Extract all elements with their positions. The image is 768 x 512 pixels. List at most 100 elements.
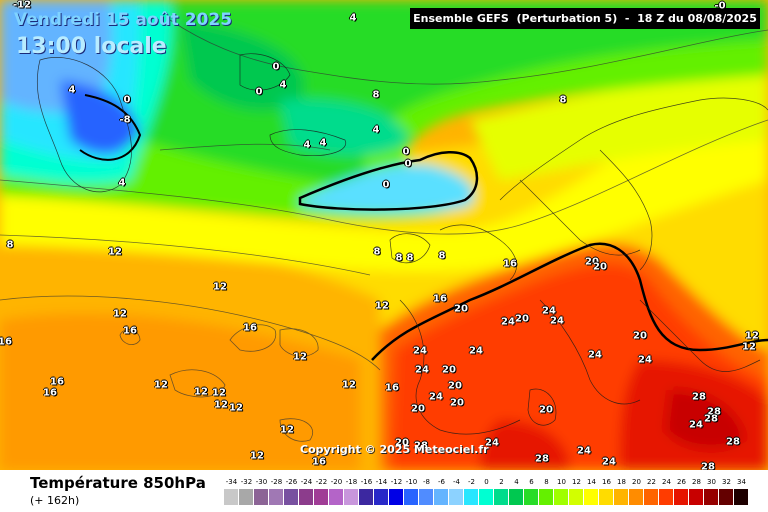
legend-swatch: [689, 489, 704, 505]
legend-tick-label: 6: [529, 478, 534, 486]
legend-tick-label: -16: [360, 478, 373, 486]
legend-swatch: [284, 489, 299, 505]
isotherm-label: 4: [372, 124, 380, 136]
legend-swatch: [404, 489, 419, 505]
isotherm-label: 24: [602, 456, 616, 468]
legend-swatch: [554, 489, 569, 505]
isotherm-label: 12: [213, 281, 227, 293]
isotherm-label: 28: [707, 406, 721, 418]
legend-swatch: [674, 489, 689, 505]
isotherm-label: 12: [745, 330, 759, 342]
forecast-date: Vendredi 15 août 2025: [14, 10, 233, 30]
legend-swatch: [464, 489, 479, 505]
isotherm-label: 0: [123, 94, 131, 106]
forecast-time: 13:00 locale: [16, 34, 167, 59]
isotherm-label: 12: [154, 379, 168, 391]
isotherm-label: 20: [448, 380, 462, 392]
isotherm-label: 12: [375, 300, 389, 312]
isotherm-label: 4: [349, 12, 357, 24]
legend-swatch: [374, 489, 389, 505]
legend-swatch: [479, 489, 494, 505]
legend-tick-label: 32: [722, 478, 731, 486]
isotherm-label: 12: [113, 308, 127, 320]
isotherm-label: 24: [501, 316, 515, 328]
isotherm-label: 12: [214, 399, 228, 411]
isotherm-label: 12: [229, 402, 243, 414]
legend-tick-label: -28: [270, 478, 283, 486]
legend-swatch: [569, 489, 584, 505]
legend-swatch: [224, 489, 239, 505]
isotherm-label: 20: [454, 303, 468, 315]
isotherm-label: 16: [50, 376, 64, 388]
isotherm-label: 16: [503, 258, 517, 270]
legend-swatch: [704, 489, 719, 505]
legend-swatch: [419, 489, 434, 505]
isotherm-label: 28: [692, 391, 706, 403]
isotherm-label: 12: [342, 379, 356, 391]
legend-tick-label: -22: [315, 478, 328, 486]
isotherm-label: 16: [243, 322, 257, 334]
isotherm-label: 24: [638, 354, 652, 366]
isotherm-label: 24: [415, 364, 429, 376]
ensemble-info-banner: Ensemble GEFS (Perturbation 5) - 18 Z du…: [410, 8, 760, 29]
legend-tick-label: 8: [544, 478, 549, 486]
isotherm-label: 16: [43, 387, 57, 399]
legend-swatch: [434, 489, 449, 505]
isotherm-label: 24: [542, 305, 556, 317]
legend-tick-label: 26: [677, 478, 686, 486]
isotherm-label: 20: [515, 313, 529, 325]
isotherm-label: 20: [450, 397, 464, 409]
legend-swatch: [509, 489, 524, 505]
copyright-notice: Copyright © 2025 Meteociel.fr: [300, 443, 489, 456]
isotherm-label: 28: [701, 461, 715, 471]
isotherm-label: 24: [689, 419, 703, 431]
isotherm-label: 16: [123, 325, 137, 337]
legend-swatch: [344, 489, 359, 505]
legend-tick-label: 0: [484, 478, 489, 486]
isotherm-label: 20: [539, 404, 553, 416]
isotherm-label: 28: [726, 436, 740, 448]
isotherm-label: 0: [272, 61, 280, 73]
legend-swatch: [449, 489, 464, 505]
legend-swatch: [524, 489, 539, 505]
legend-tick-label: 24: [662, 478, 671, 486]
legend-swatch: [254, 489, 269, 505]
isotherm-label: 8: [373, 246, 381, 258]
legend-tick-label: -6: [438, 478, 445, 486]
legend-tick-label: -24: [300, 478, 313, 486]
isotherm-label: 24: [550, 315, 564, 327]
legend-tick-label: 28: [692, 478, 701, 486]
legend-tick-label: -32: [240, 478, 253, 486]
legend-tick-label: 30: [707, 478, 716, 486]
legend-swatch: [629, 489, 644, 505]
isotherm-label: 16: [385, 382, 399, 394]
isotherm-label: 4: [118, 177, 126, 189]
isotherm-label: 12: [212, 387, 226, 399]
legend-tick-label: 14: [587, 478, 596, 486]
legend-swatch: [329, 489, 344, 505]
legend-tick-label: 12: [572, 478, 581, 486]
isotherm-label: 12: [280, 424, 294, 436]
isotherm-label: 20: [442, 364, 456, 376]
legend-tick-label: -4: [453, 478, 460, 486]
legend-tick-label: -8: [423, 478, 430, 486]
isotherm-label: 24: [588, 349, 602, 361]
legend-swatch: [269, 489, 284, 505]
legend-swatch: [734, 489, 749, 505]
isotherm-label: 12: [293, 351, 307, 363]
forecast-lead-time: (+ 162h): [30, 494, 80, 507]
isotherm-label: 0: [255, 86, 263, 98]
legend-ticks: -34 -32 -30 -28 -26 -24 -22 -20 -18 -16 -14 -12 -10-…: [224, 478, 752, 488]
isotherm-label: 28: [535, 453, 549, 465]
legend-swatches: [224, 489, 749, 505]
legend-swatch: [659, 489, 674, 505]
isotherm-label: 20: [411, 403, 425, 415]
isotherm-label: 12: [108, 246, 122, 258]
legend-swatch: [599, 489, 614, 505]
isotherm-label: 4: [319, 137, 327, 149]
legend-tick-label: 2: [499, 478, 504, 486]
legend-tick-label: -10: [405, 478, 418, 486]
legend-tick-label: -20: [330, 478, 343, 486]
footer-bar: Température 850hPa (+ 162h) -34 -32 -30 -28…: [0, 470, 768, 512]
isotherm-label: 12: [194, 386, 208, 398]
